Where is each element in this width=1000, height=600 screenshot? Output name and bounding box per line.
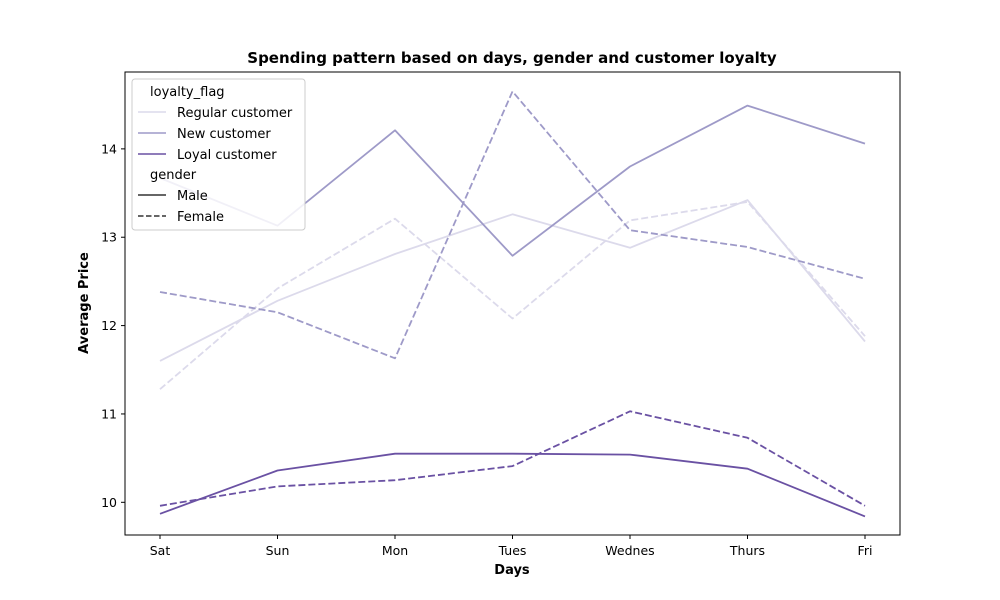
y-tick-label: 13 (101, 230, 117, 245)
legend: loyalty_flag Regular customer New custom… (131, 78, 306, 231)
y-tick-label: 11 (101, 406, 117, 421)
x-tick-label: Sun (266, 543, 290, 558)
legend-label-female: Female (177, 210, 224, 225)
x-tick-label: Tues (498, 543, 527, 558)
series-line-regular-customer-female (159, 200, 866, 390)
y-tick-label: 10 (101, 495, 117, 510)
series-line-loyal-customer-male (159, 452, 866, 518)
legend-style-title: gender (150, 168, 197, 183)
legend-label-male: Male (177, 189, 208, 204)
legend-hue-title: loyalty_flag (150, 85, 225, 100)
series-line-regular-customer-male (159, 199, 866, 362)
legend-label-regular: Regular customer (177, 106, 293, 121)
y-tick-label: 12 (101, 318, 117, 333)
x-axis: Sat Sun Mon Tues Wednes Thurs Fri (150, 535, 873, 558)
y-tick-label: 14 (101, 141, 117, 156)
legend-box (131, 78, 306, 231)
x-tick-label: Mon (382, 543, 408, 558)
series-line-loyal-customer-female (159, 410, 866, 507)
legend-label-new: New customer (177, 127, 271, 142)
legend-label-loyal: Loyal customer (177, 148, 277, 163)
chart-title: Spending pattern based on days, gender a… (247, 49, 777, 67)
x-tick-label: Thurs (729, 543, 765, 558)
x-tick-label: Sat (150, 543, 171, 558)
y-axis: 10 11 12 13 14 (101, 141, 125, 510)
x-tick-label: Fri (858, 543, 873, 558)
y-axis-label: Average Price (77, 252, 92, 354)
x-axis-label: Days (494, 563, 530, 578)
x-tick-label: Wednes (605, 543, 654, 558)
